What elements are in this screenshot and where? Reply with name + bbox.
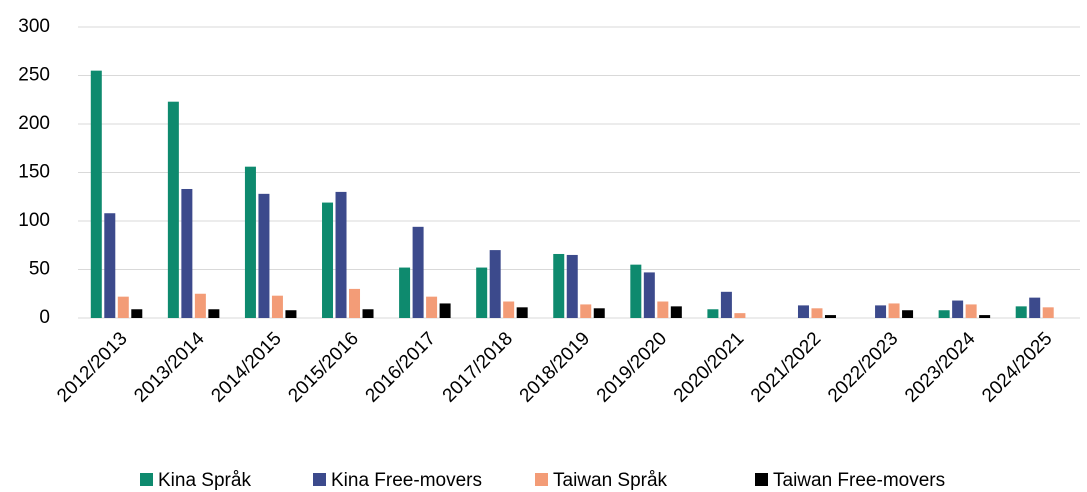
bar xyxy=(399,267,411,318)
bar xyxy=(194,293,206,318)
bar xyxy=(1042,307,1054,318)
bar xyxy=(516,307,528,318)
x-tick-label: 2018/2019 xyxy=(516,328,594,406)
bar xyxy=(104,213,116,318)
legend-swatch xyxy=(755,473,768,486)
x-tick-label: 2023/2024 xyxy=(901,328,980,407)
legend-swatch xyxy=(313,473,326,486)
bar xyxy=(657,301,669,318)
y-tick-label: 100 xyxy=(18,210,50,231)
bar xyxy=(362,309,374,318)
x-tick-label: 2024/2025 xyxy=(978,328,1056,406)
legend-label: Taiwan Språk xyxy=(553,470,668,491)
legend-label: Kina Språk xyxy=(158,470,251,491)
x-tick-label: 2016/2017 xyxy=(362,328,440,406)
bar xyxy=(335,191,347,318)
legend-swatch xyxy=(535,473,548,486)
bar xyxy=(271,295,283,318)
y-tick-label: 150 xyxy=(18,162,50,183)
bar xyxy=(489,250,501,318)
bar xyxy=(643,272,655,318)
y-tick-label: 300 xyxy=(18,16,50,37)
x-tick-label: 2022/2023 xyxy=(824,328,902,406)
x-tick-label: 2017/2018 xyxy=(439,328,517,406)
x-tick-label: 2021/2022 xyxy=(747,328,825,406)
bar xyxy=(979,315,991,318)
x-tick-label: 2012/2013 xyxy=(53,328,131,406)
bar xyxy=(208,309,220,318)
x-tick-label: 2013/2014 xyxy=(130,328,209,407)
bar xyxy=(258,193,270,318)
x-tick-label: 2015/2016 xyxy=(284,328,362,406)
bar xyxy=(811,308,823,318)
bar xyxy=(349,288,361,318)
bar xyxy=(593,308,605,318)
x-tick-label: 2014/2015 xyxy=(207,328,285,406)
legend-label: Taiwan Free-movers xyxy=(773,470,945,491)
bar xyxy=(412,226,424,318)
legend: Kina Språk Kina Free-movers Taiwan Språk Ta… xyxy=(140,470,945,491)
bar xyxy=(580,304,592,318)
x-tick-label: 2020/2021 xyxy=(670,328,748,406)
bar xyxy=(670,306,682,318)
bar xyxy=(322,202,334,318)
bar xyxy=(888,303,900,318)
bar xyxy=(181,188,193,318)
x-tick-label: 2019/2020 xyxy=(593,328,671,406)
bar xyxy=(117,296,129,318)
bar xyxy=(1015,306,1027,318)
bar xyxy=(965,304,977,318)
y-tick-label: 250 xyxy=(18,65,50,86)
bar xyxy=(720,291,732,318)
legend-swatch xyxy=(140,473,153,486)
bar xyxy=(1029,297,1041,318)
bar xyxy=(476,267,488,318)
bar xyxy=(244,166,256,318)
legend-label: Kina Free-movers xyxy=(331,470,482,491)
bar xyxy=(707,309,719,318)
bar xyxy=(824,315,836,318)
y-tick-label: 0 xyxy=(39,307,50,328)
bar xyxy=(902,310,914,318)
bar xyxy=(285,310,297,318)
bar xyxy=(938,310,950,318)
bar xyxy=(566,254,578,318)
bar xyxy=(439,303,451,318)
bar xyxy=(426,296,438,318)
bar xyxy=(734,313,746,318)
bar xyxy=(952,300,964,318)
bar xyxy=(167,101,179,318)
bar xyxy=(797,305,809,318)
bar xyxy=(503,301,515,318)
bar xyxy=(630,264,642,318)
bar xyxy=(90,70,102,319)
bar xyxy=(875,305,887,318)
y-tick-label: 50 xyxy=(29,259,50,280)
y-tick-label: 200 xyxy=(18,113,50,134)
bar xyxy=(131,309,143,318)
bar xyxy=(553,253,565,318)
